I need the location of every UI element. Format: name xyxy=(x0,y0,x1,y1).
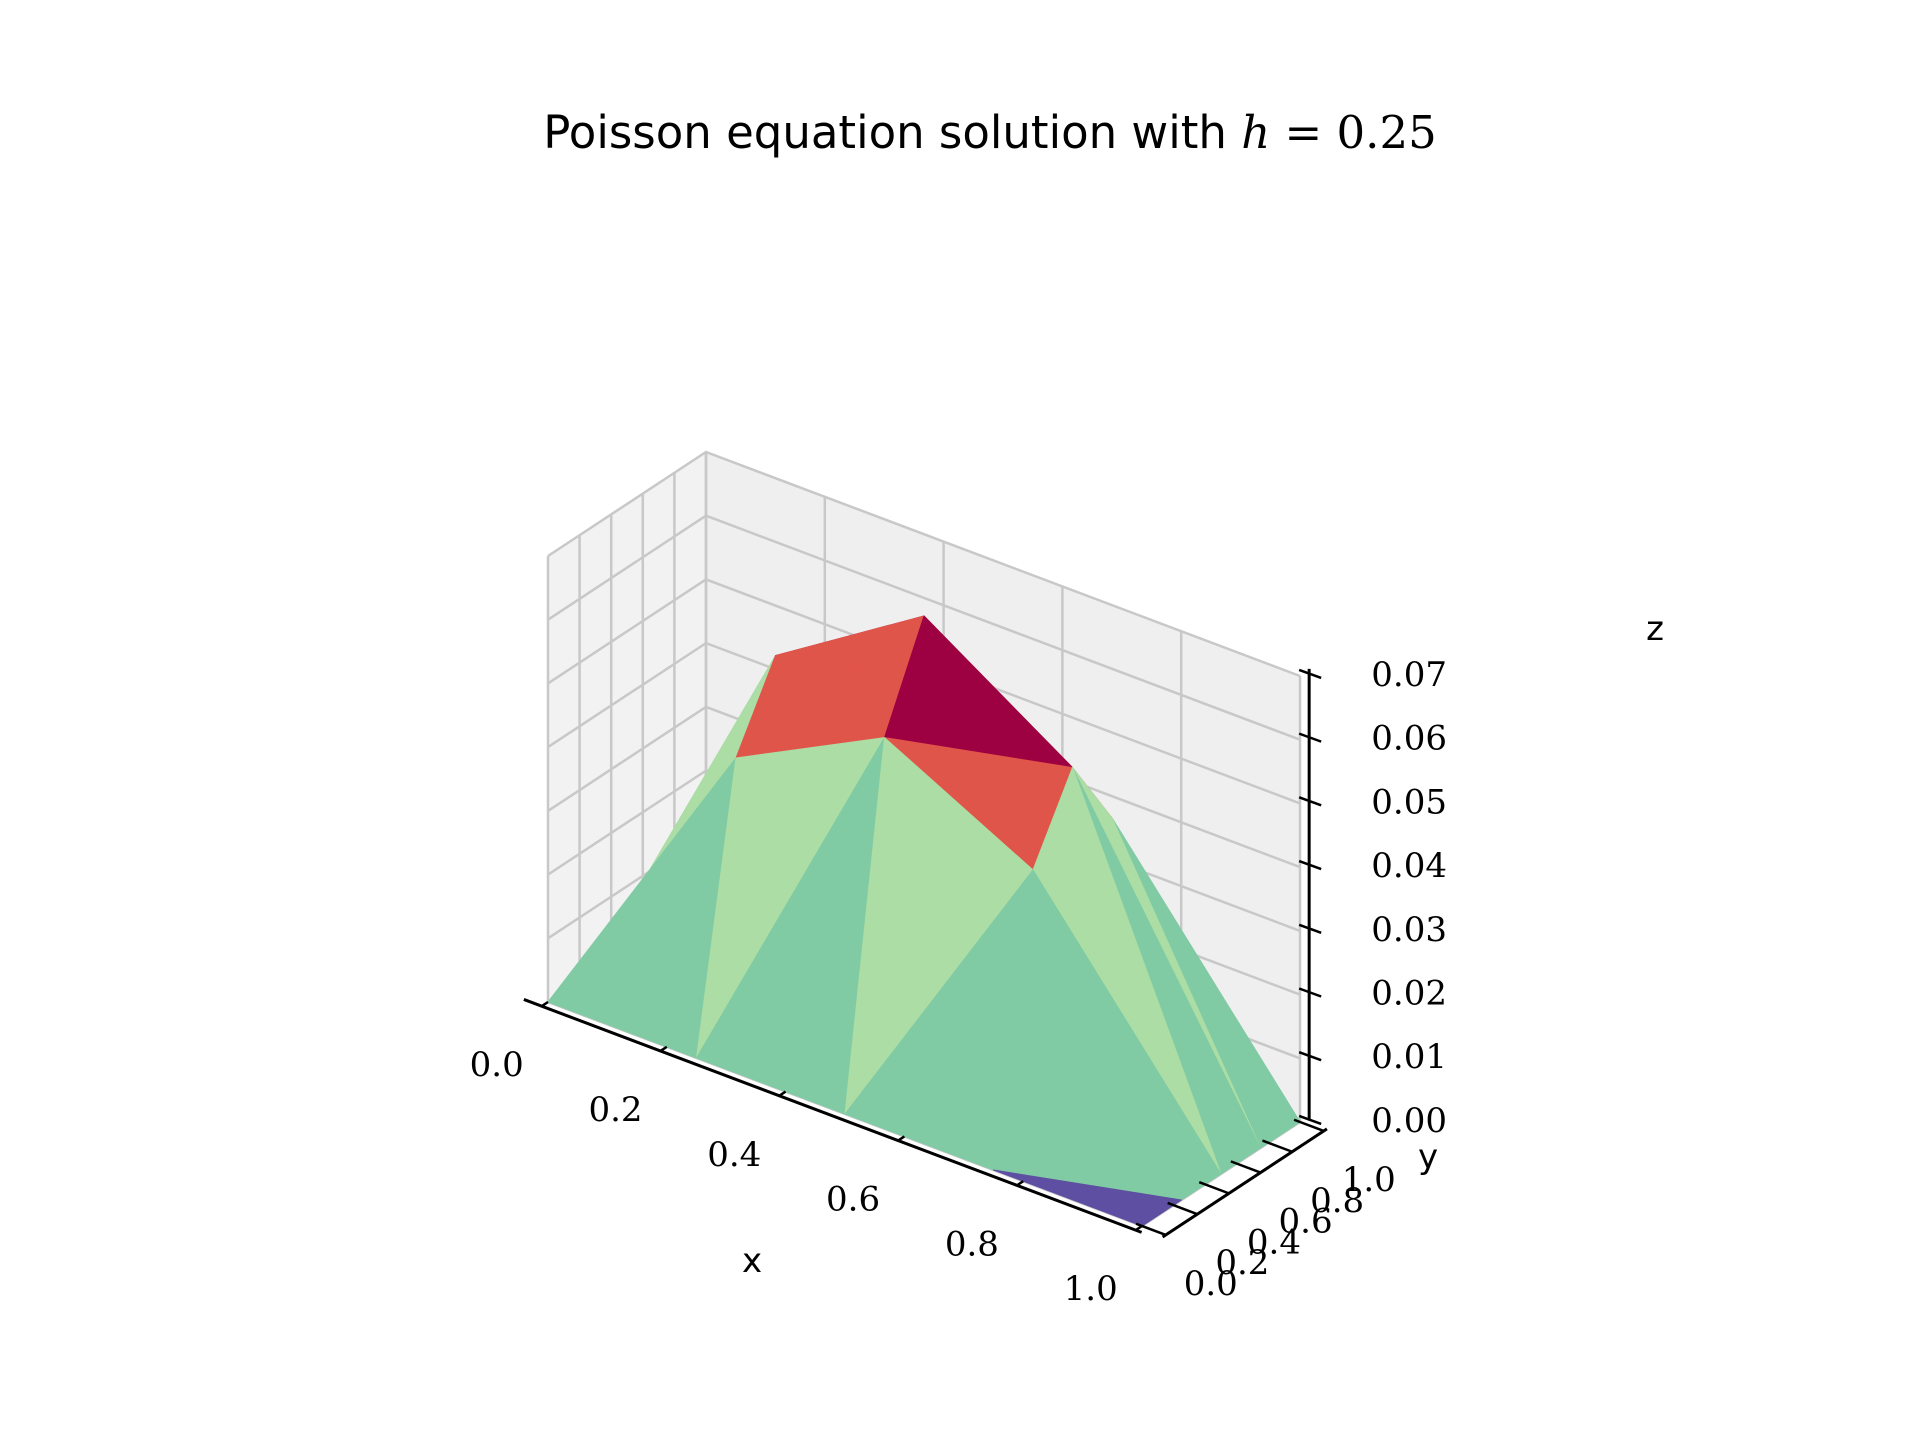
z-gridline-5 xyxy=(547,578,1301,805)
z-tick xyxy=(1298,732,1322,743)
z-tick-label: 0.04 xyxy=(1371,846,1447,886)
z-tick xyxy=(1298,1051,1322,1062)
chart-title-variable: h xyxy=(1241,106,1270,159)
z-tick xyxy=(1298,796,1322,807)
y-tick xyxy=(1198,1180,1230,1195)
z-tick xyxy=(1298,987,1322,998)
z-tick-label: 0.02 xyxy=(1371,973,1447,1013)
y-tick-label: 0.0 xyxy=(1184,1264,1238,1304)
y-tick-label: 0.2 xyxy=(1215,1243,1269,1283)
y-tick xyxy=(1230,1160,1262,1174)
z-tick-label: 0.00 xyxy=(1371,1101,1447,1141)
axes-ticks: 0.00.20.40.60.81.0 0.00.20.40.60.81.00.00… xyxy=(470,655,1447,1309)
z-tick-label: 0.05 xyxy=(1371,782,1447,822)
x-tick xyxy=(540,1000,549,1008)
y-tick-label: 0.6 xyxy=(1279,1202,1333,1242)
z-tick-label: 0.06 xyxy=(1371,719,1447,759)
axes-lines xyxy=(523,668,1328,1239)
y-tick xyxy=(1262,1139,1293,1153)
chart-title-value: 0.25 xyxy=(1337,106,1437,159)
y-tick-label: 1.0 xyxy=(1342,1160,1396,1200)
x-tick-label: 0.4 xyxy=(707,1135,761,1175)
surface-face xyxy=(993,1169,1182,1227)
z-axis-label: z xyxy=(1646,609,1664,649)
z-tick xyxy=(1298,859,1322,871)
z-tick-label: 0.07 xyxy=(1371,655,1447,695)
y-tick-label: 0.8 xyxy=(1310,1181,1364,1221)
z-tick-label: 0.03 xyxy=(1371,910,1447,950)
z-tick-label: 0.01 xyxy=(1371,1037,1447,1077)
x-tick-label: 0.0 xyxy=(470,1045,524,1085)
chart-title-text: Poisson equation solution with xyxy=(543,106,1241,159)
x-axis-label: x xyxy=(742,1241,762,1281)
z-gridline-6 xyxy=(547,514,1301,741)
surface-faces xyxy=(547,615,1301,1227)
x-tick-label: 1.0 xyxy=(1064,1269,1118,1309)
y-axis-label: y xyxy=(1418,1137,1438,1177)
y-tick-label: 0.4 xyxy=(1247,1222,1301,1262)
y-tick xyxy=(1167,1201,1198,1216)
x-tick xyxy=(778,1090,787,1097)
chart-title-operator: = xyxy=(1270,106,1336,159)
x-tick xyxy=(1016,1180,1024,1187)
y-tick xyxy=(1135,1222,1167,1237)
x-axis-line xyxy=(523,998,1143,1234)
x-tick xyxy=(659,1045,668,1053)
z-tick xyxy=(1298,668,1322,680)
x-tick-label: 0.6 xyxy=(826,1180,880,1220)
y-axis-line xyxy=(1161,1127,1328,1239)
z-gridline-7 xyxy=(547,450,1301,678)
x-tick-label: 0.2 xyxy=(588,1090,642,1130)
z-gridline-4 xyxy=(547,641,1301,869)
y-tick xyxy=(1293,1118,1325,1133)
z-tick xyxy=(1298,1114,1322,1126)
x-tick-label: 0.8 xyxy=(945,1224,999,1264)
chart-title: Poisson equation solution with h = 0.25 xyxy=(543,106,1436,159)
x-tick xyxy=(897,1135,906,1142)
z-tick xyxy=(1298,923,1322,934)
